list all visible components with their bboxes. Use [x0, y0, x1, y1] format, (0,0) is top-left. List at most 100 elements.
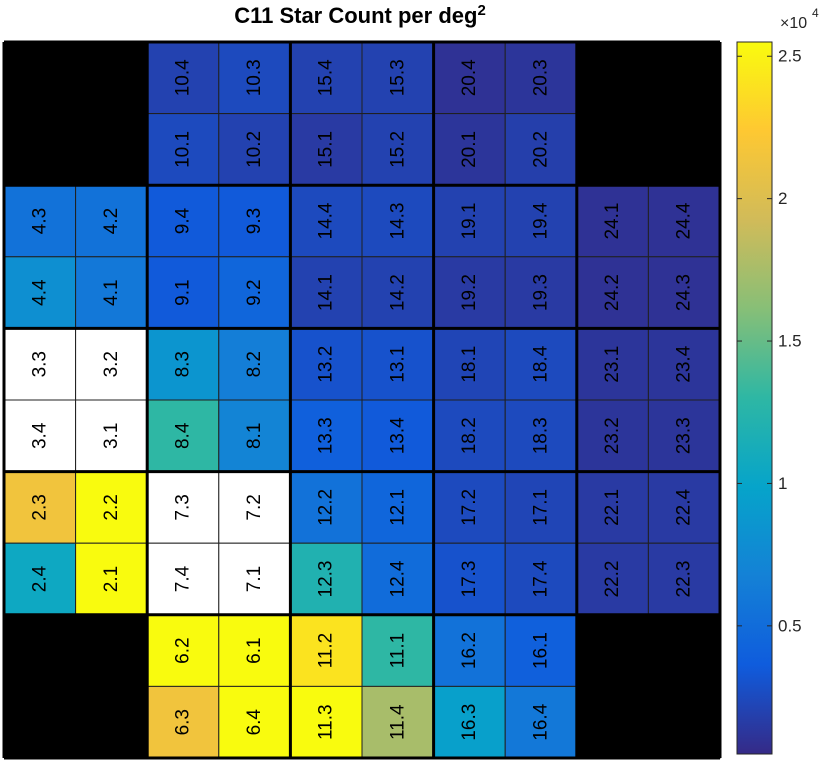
heatmap-cell [433, 184, 506, 258]
empty-cell [4, 42, 77, 115]
cell-label: 16.3 [459, 704, 480, 741]
heatmap-cell [218, 614, 291, 687]
cell-label: 14.4 [316, 202, 337, 239]
cell-label: 11.2 [316, 633, 337, 669]
cell-label: 23.2 [602, 417, 623, 454]
empty-cell [648, 614, 721, 687]
cell-label: 16.4 [531, 703, 552, 740]
cell-label: 2.1 [101, 566, 122, 592]
heatmap-cell [433, 327, 506, 401]
empty-cell [75, 113, 148, 186]
cell-label: 14.1 [316, 274, 337, 311]
cell-label: 12.1 [387, 489, 408, 526]
cell-label: 8.2 [244, 351, 265, 377]
heatmap-cell [647, 256, 721, 329]
heatmap-cell [218, 542, 291, 616]
heatmap-cell [361, 184, 435, 258]
heatmap-cell [3, 184, 77, 258]
cell-label: 14.2 [387, 274, 408, 311]
empty-cell [75, 686, 148, 759]
heatmap-cell [289, 113, 363, 186]
cell-label: 8.4 [173, 422, 194, 449]
chart-title: C11 Star Count per deg2 [0, 2, 720, 29]
cell-label: 19.1 [459, 203, 480, 240]
heatmap-cell [361, 399, 435, 473]
empty-cell [648, 42, 721, 115]
heatmap-cell [289, 41, 363, 115]
cell-label: 3.3 [29, 351, 50, 377]
heatmap-cell [433, 471, 506, 544]
cell-label: 24.2 [602, 274, 623, 311]
cell-label: 11.1 [387, 633, 408, 669]
cell-label: 8.3 [173, 351, 194, 377]
heatmap-cell [289, 614, 363, 687]
cell-label: 10.4 [173, 59, 194, 96]
heatmap-cell [361, 614, 435, 687]
cell-label: 19.2 [459, 274, 480, 311]
cell-label: 3.2 [101, 351, 122, 377]
chart-title-text: C11 Star Count per deg [234, 3, 478, 28]
heatmap-cell [576, 542, 649, 616]
colorbar-tick-label: 1 [778, 474, 787, 493]
heatmap-cell [433, 256, 506, 329]
heatmap-cell [504, 614, 578, 687]
cell-label: 23.3 [674, 417, 695, 454]
cell-label: 2.4 [29, 565, 50, 592]
heatmap-cell [289, 542, 363, 616]
heatmap-cell [146, 327, 220, 401]
cell-label: 24.1 [602, 203, 623, 240]
heatmap-cell [75, 399, 148, 473]
colorbar [736, 41, 773, 755]
heatmap-cell [647, 184, 721, 258]
cell-label: 9.3 [244, 208, 265, 234]
heatmap-cell [146, 41, 220, 115]
cell-label: 16.1 [531, 632, 552, 669]
heatmap-cell [504, 542, 578, 616]
cell-label: 22.4 [674, 488, 695, 525]
heatmap-cell [3, 399, 77, 473]
cell-label: 7.3 [173, 494, 194, 520]
cell-label: 7.1 [244, 566, 265, 592]
cell-label: 18.2 [459, 417, 480, 454]
cell-label: 22.1 [602, 489, 623, 526]
empty-cell [576, 42, 649, 115]
chart-title-superscript: 2 [477, 2, 486, 19]
cell-label: 4.3 [29, 208, 50, 234]
cell-label: 20.1 [459, 131, 480, 168]
cell-label: 13.4 [387, 417, 408, 454]
cell-label: 12.4 [387, 560, 408, 597]
heatmap-cell [361, 542, 435, 616]
colorbar-tick-label: 1.5 [778, 332, 802, 351]
empty-cell [576, 113, 649, 186]
cell-label: 18.3 [531, 417, 552, 454]
cell-label: 14.3 [387, 203, 408, 240]
colorbar-multiplier: ×10 [780, 15, 807, 32]
cell-label: 15.1 [316, 131, 337, 168]
heatmap-cell [75, 184, 148, 258]
cell-label: 10.2 [244, 131, 265, 168]
cell-label: 4.2 [101, 208, 122, 234]
cell-label: 4.1 [101, 279, 122, 305]
heatmap-cell [504, 327, 578, 401]
cell-label: 20.4 [459, 59, 480, 96]
heatmap-cell [647, 327, 721, 401]
heatmap-cell [647, 471, 721, 544]
cell-label: 17.2 [459, 489, 480, 526]
colorbar-tick-label: 2.5 [778, 47, 802, 66]
empty-cell [648, 113, 721, 186]
cell-label: 17.4 [531, 560, 552, 597]
cell-label: 17.1 [531, 489, 552, 526]
empty-cell [75, 614, 148, 687]
cell-label: 2.3 [29, 494, 50, 520]
cell-label: 13.2 [316, 346, 337, 383]
cell-label: 12.2 [316, 489, 337, 526]
empty-cell [4, 686, 77, 759]
heatmap-cell [3, 542, 77, 616]
colorbar-tick-label: 2 [778, 189, 787, 208]
cell-label: 6.3 [173, 709, 194, 735]
heatmap-cell [75, 256, 148, 329]
heatmap-cell [146, 471, 220, 544]
cell-label: 10.3 [244, 59, 265, 96]
heatmap-cell [504, 471, 578, 544]
